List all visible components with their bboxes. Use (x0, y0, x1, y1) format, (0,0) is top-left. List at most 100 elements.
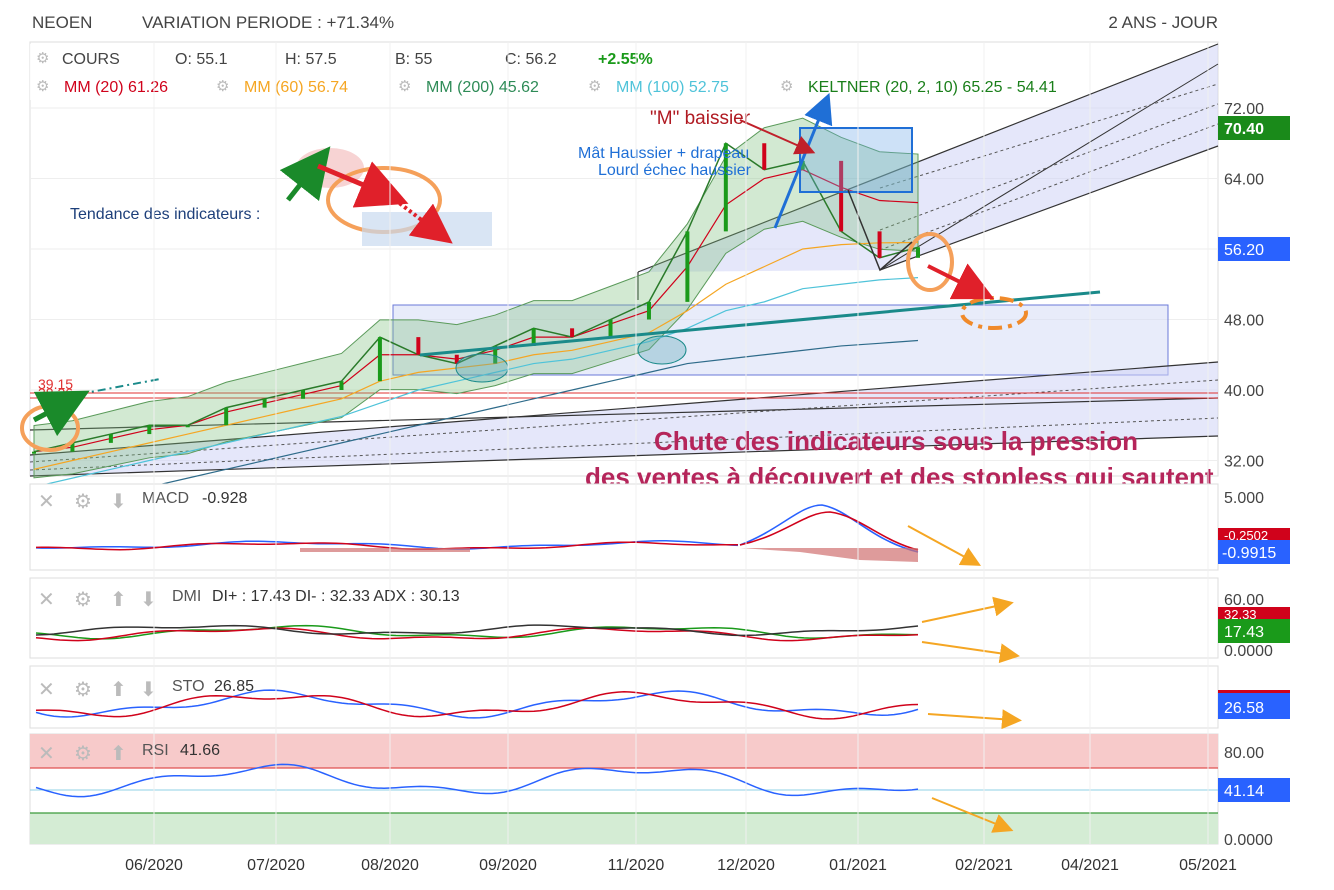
channel-midline (29, 379, 1219, 463)
support-ellipse (455, 353, 509, 383)
x-tick-label: 09/2020 (479, 857, 537, 874)
sto-down-arrow (927, 709, 1022, 730)
m-bear-arrow (739, 119, 816, 155)
x-axis: 06/2020 07/2020 08/2020 09/2020 11/2020 12/20… (125, 42, 1237, 874)
quote-close: C: 56.2 (505, 51, 557, 68)
macd-histogram (300, 548, 918, 562)
gear-icon[interactable]: ⚙ (780, 78, 793, 95)
dmi-minus-badge-text: 32.33 (1224, 607, 1257, 622)
gear-icon[interactable]: ⚙ (36, 50, 49, 67)
indicator-line (35, 691, 919, 720)
gear-icon[interactable]: ⚙ (398, 78, 411, 95)
quote-label: COURS (62, 51, 120, 68)
orange-ellipse (906, 232, 954, 292)
arrow-up-icon[interactable]: ⬆ (110, 679, 127, 701)
gear-icon[interactable]: ⚙ (74, 589, 92, 611)
consolidation-box (392, 304, 1169, 376)
candle (916, 247, 920, 258)
close-icon[interactable]: ✕ (38, 743, 55, 765)
arrow-up-icon[interactable]: ⬆ (110, 589, 127, 611)
ma-legend-label: MM (200) 45.62 (426, 79, 539, 96)
green-up-arrow (32, 390, 90, 437)
indicator-line (35, 763, 919, 798)
arrow-up-icon[interactable]: ⬆ (110, 743, 127, 765)
channel-line (637, 43, 1219, 273)
ma-legend-label: MM (60) 56.74 (244, 79, 348, 96)
candle (608, 319, 613, 338)
macd-value: -0.928 (202, 490, 247, 507)
macd-signal-badge (1218, 528, 1290, 542)
trend-box-blue (362, 212, 492, 246)
x-tick-label: 06/2020 (125, 857, 183, 874)
dmi-series (35, 624, 919, 642)
candle (32, 451, 36, 454)
ma-legend-label: KELTNER (20, 2, 10) 65.25 - 54.41 (808, 79, 1057, 96)
sto-series (35, 689, 919, 720)
red-dashed-arrow (388, 194, 453, 244)
x-tick-label: 02/2021 (955, 857, 1013, 874)
dmi-axis-tick: 60.00 (1224, 592, 1264, 609)
macd-axis-tick: 5.000 (1224, 490, 1264, 507)
sto-signal-badge (1218, 690, 1290, 693)
chute-annotation-line1: Chute des indicateurs sous la pression (654, 426, 1138, 456)
close-icon[interactable]: ✕ (38, 491, 55, 513)
gear-icon[interactable]: ⚙ (74, 743, 92, 765)
channel-midline (879, 123, 1219, 251)
quote-change: +2.55% (598, 51, 653, 68)
ma-line-100 (33, 277, 919, 488)
indicator-line (35, 541, 738, 551)
dmi-minus-badge (1218, 607, 1290, 621)
macd-line (739, 504, 919, 553)
ticker-label: NEOEN (32, 13, 92, 32)
candle (377, 337, 382, 382)
candle (800, 160, 805, 170)
gear-icon[interactable]: ⚙ (216, 78, 229, 95)
price-tick-label: 64.00 (1224, 172, 1264, 189)
ma-line-200 (33, 339, 919, 514)
candle (339, 381, 344, 390)
high-badge (1218, 116, 1290, 140)
candle (493, 345, 498, 364)
x-tick-label: 08/2020 (361, 857, 419, 874)
arrow-down-icon[interactable]: ⬇ (140, 679, 157, 701)
quote-high: H: 57.5 (285, 51, 337, 68)
macd-label: MACD (142, 490, 189, 507)
gear-icon[interactable]: ⚙ (588, 78, 601, 95)
teal-trendline (419, 290, 1101, 357)
level-upper-label: 39.15 (38, 376, 73, 392)
arrow-down-icon[interactable]: ⬇ (110, 491, 127, 513)
candle (416, 337, 421, 355)
sto-badge (1218, 693, 1290, 719)
x-tick-label: 01/2021 (829, 857, 887, 874)
flag-box (799, 127, 913, 193)
dmi-controls: ✕ ⚙ ⬆ ⬇ (38, 589, 157, 611)
macd-signal-badge-text: -0.2502 (1224, 528, 1268, 543)
ma-legend-label: MM (20) 61.26 (64, 79, 168, 96)
m-bear-annotation: "M" baissier (650, 108, 751, 129)
close-icon[interactable]: ✕ (38, 679, 55, 701)
gear-icon[interactable]: ⚙ (74, 679, 92, 701)
x-tick-label: 11/2020 (608, 857, 665, 874)
dmi-plus-badge (1218, 619, 1290, 643)
ma-legend: ⚙ MM (20) 61.26 ⚙ MM (60) 56.74 ⚙ MM (200) 45… (36, 78, 1057, 96)
channel-line (29, 361, 1219, 456)
trend-annotation: Tendance des indicateurs : (70, 206, 260, 223)
arrow-down-icon[interactable]: ⬇ (140, 589, 157, 611)
gear-icon[interactable]: ⚙ (74, 491, 92, 513)
x-tick-label: 04/2021 (1061, 857, 1119, 874)
support-ellipse (637, 335, 687, 365)
sto-label: STO (172, 678, 205, 695)
close-icon[interactable]: ✕ (38, 589, 55, 611)
variation-label: VARIATION PERIODE : +71.34% (142, 13, 394, 32)
rsi-value: 41.66 (180, 742, 220, 759)
channel-midline (29, 417, 1219, 471)
indicator-line (35, 627, 919, 642)
gear-icon[interactable]: ⚙ (36, 78, 49, 95)
sto-controls: ✕ ⚙ ⬆ ⬇ (38, 679, 157, 701)
candle (301, 390, 306, 399)
rsi-series (35, 763, 919, 798)
channel-midline (879, 103, 1219, 231)
dmi-values: DI+ : 17.43 DI- : 32.33 ADX : 30.13 (212, 588, 460, 605)
